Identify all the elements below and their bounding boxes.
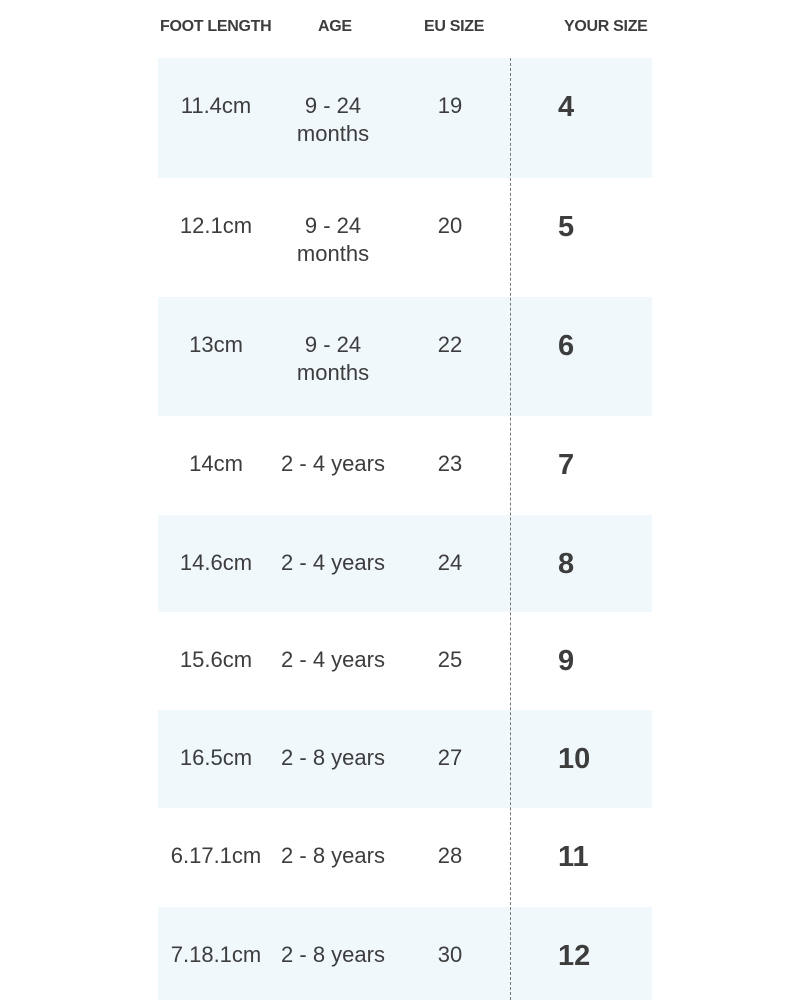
foot-length-cell: 7.18.1cm	[170, 942, 262, 967]
table-row: 14.6cm 2 - 4 years 24 8	[158, 515, 652, 612]
eu-size-cell: 23	[437, 451, 463, 476]
table-row: 13cm 9 - 24 months 22 6	[158, 297, 652, 416]
table-row: 7.18.1cm 2 - 8 years 30 12	[158, 907, 652, 1000]
your-size-cell: 5	[558, 211, 575, 243]
column-divider	[510, 58, 511, 1000]
foot-length-cell: 11.4cm	[180, 93, 252, 118]
table-row: 12.1cm 9 - 24 months 20 5	[158, 178, 652, 297]
header-foot-length: FOOT LENGTH	[160, 18, 272, 35]
your-size-cell: 8	[558, 548, 575, 580]
eu-size-cell: 24	[437, 550, 463, 575]
header-age: AGE	[318, 18, 352, 35]
age-cell: 2 - 4 years	[281, 647, 385, 672]
your-size-cell: 12	[558, 940, 591, 972]
table-row: 11.4cm 9 - 24 months 19 4	[158, 58, 652, 178]
foot-length-cell: 13cm	[189, 332, 243, 357]
foot-length-cell: 6.17.1cm	[170, 843, 262, 868]
age-cell: 2 - 8 years	[281, 843, 385, 868]
foot-length-cell: 12.1cm	[179, 213, 253, 238]
your-size-cell: 4	[558, 91, 575, 123]
eu-size-cell: 19	[437, 93, 463, 118]
age-cell: 2 - 4 years	[281, 550, 385, 575]
age-cell: 9 - 24 months	[296, 332, 370, 385]
eu-size-cell: 25	[437, 647, 463, 672]
eu-size-cell: 27	[437, 745, 463, 770]
age-cell: 9 - 24 months	[296, 213, 370, 266]
table-row: 15.6cm 2 - 4 years 25 9	[158, 612, 652, 710]
age-cell: 2 - 8 years	[281, 745, 385, 770]
age-cell: 9 - 24 months	[296, 93, 370, 146]
table-row: 14cm 2 - 4 years 23 7	[158, 416, 652, 515]
eu-size-cell: 20	[437, 213, 463, 238]
your-size-cell: 6	[558, 330, 575, 362]
your-size-cell: 9	[558, 645, 575, 677]
table-row: 6.17.1cm 2 - 8 years 28 11	[158, 808, 652, 907]
foot-length-cell: 14.6cm	[179, 550, 253, 575]
your-size-cell: 11	[558, 841, 589, 873]
your-size-cell: 10	[558, 743, 591, 775]
foot-length-cell: 15.6cm	[179, 647, 253, 672]
foot-length-cell: 14cm	[189, 451, 243, 476]
header-eu-size: EU SIZE	[424, 18, 485, 35]
age-cell: 2 - 4 years	[281, 451, 385, 476]
table-row: 16.5cm 2 - 8 years 27 10	[158, 710, 652, 808]
eu-size-cell: 22	[437, 332, 463, 357]
eu-size-cell: 30	[437, 942, 463, 967]
your-size-cell: 7	[558, 449, 575, 481]
foot-length-cell: 16.5cm	[179, 745, 253, 770]
header-your-size: YOUR SIZE	[564, 18, 648, 35]
age-cell: 2 - 8 years	[281, 942, 385, 967]
eu-size-cell: 28	[437, 843, 463, 868]
